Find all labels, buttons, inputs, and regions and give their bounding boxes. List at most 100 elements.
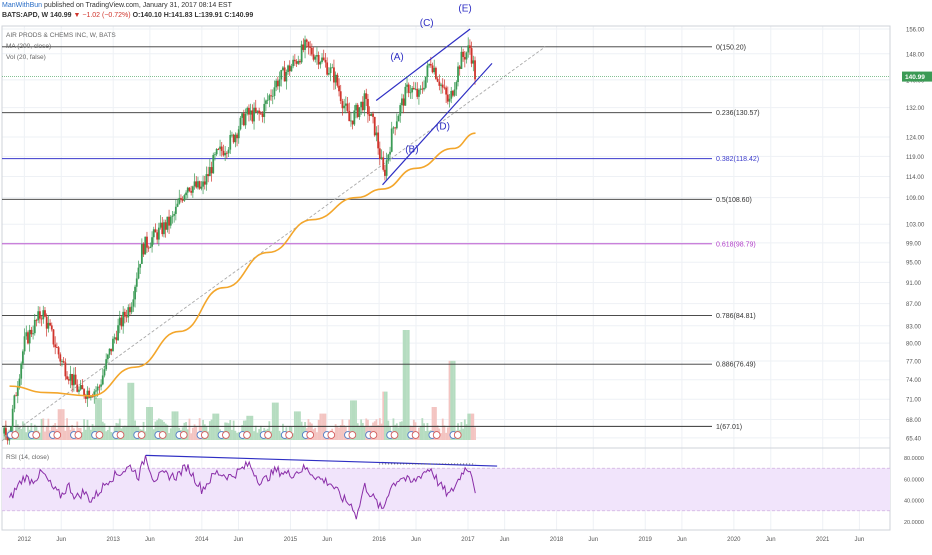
earnings-icon[interactable] — [200, 431, 209, 439]
candle — [74, 366, 77, 385]
volume-bar — [431, 407, 434, 440]
rsi-line[interactable] — [9, 455, 476, 520]
volume-bar — [341, 419, 344, 440]
volume-bar — [236, 432, 238, 440]
volume-bar — [149, 407, 152, 440]
volume-bar — [208, 421, 211, 440]
legend-ma[interactable]: MA (200, close) — [6, 43, 52, 50]
candle — [205, 166, 208, 191]
earnings-icon[interactable] — [285, 431, 293, 439]
candle — [266, 93, 269, 105]
candle — [469, 39, 471, 55]
candle — [113, 333, 116, 344]
candle — [327, 67, 330, 76]
candle — [253, 102, 255, 130]
earnings-icon[interactable] — [158, 431, 167, 439]
volume-bar — [232, 420, 235, 440]
time-axis: 2012 Jun 2013 Jun 2014 Jun 2015 Jun 2016 Jun 2017 J… — [18, 537, 865, 543]
earnings-icon[interactable] — [222, 431, 230, 439]
volume-bar — [460, 422, 463, 440]
candle — [271, 89, 274, 105]
volume-bar — [101, 421, 104, 440]
ma-line[interactable] — [9, 132, 476, 397]
event-markers — [6, 431, 462, 439]
earnings-icon[interactable] — [348, 431, 357, 439]
earnings-icon[interactable] — [453, 431, 462, 439]
volume-bar — [258, 429, 261, 440]
rsi-tick: 40.0000 — [904, 499, 924, 505]
candle — [197, 176, 199, 190]
volume-bar — [64, 430, 67, 440]
rsi-divergence-line[interactable] — [145, 454, 498, 467]
earnings-icon[interactable] — [32, 431, 41, 439]
legend-rsi[interactable]: RSI (14, close) — [6, 454, 49, 461]
earnings-icon[interactable] — [432, 431, 441, 439]
earnings-icon[interactable] — [243, 431, 251, 439]
volume-bar — [152, 429, 155, 440]
candle — [407, 82, 410, 98]
candle — [333, 59, 335, 90]
candle — [370, 113, 373, 117]
legend-volume[interactable]: Vol (20, false) — [6, 54, 46, 61]
earnings-icon[interactable] — [74, 431, 83, 439]
candle — [389, 146, 391, 162]
earnings-icon[interactable] — [95, 431, 104, 439]
fib-label: 0.5(108.60) — [716, 197, 752, 204]
volume-bar — [42, 418, 45, 440]
candle — [103, 365, 106, 378]
legend-title[interactable]: AIR PRODS & CHEMS INC, W, BATS — [6, 32, 116, 39]
trendline[interactable] — [1, 46, 546, 442]
earnings-icon[interactable] — [137, 431, 146, 439]
volume-bar — [292, 433, 295, 440]
price-tick: 132.00 — [906, 106, 925, 112]
candle — [225, 151, 228, 159]
candle — [474, 56, 476, 85]
earnings-icon[interactable] — [411, 431, 420, 439]
candle — [350, 112, 352, 127]
candle — [373, 116, 376, 137]
volume-bar — [84, 429, 87, 440]
volume-bar — [244, 420, 247, 440]
volume-bar — [103, 423, 106, 440]
candle — [42, 305, 45, 324]
channel-upper-line[interactable] — [375, 28, 471, 101]
volume-bar — [254, 425, 257, 440]
channel-lower-line[interactable] — [382, 62, 493, 186]
volume-bar — [62, 409, 65, 440]
candle — [222, 144, 225, 157]
candle — [421, 81, 424, 94]
volume-bar — [164, 423, 167, 440]
earnings-icon[interactable] — [264, 431, 272, 439]
candle — [339, 84, 342, 105]
candle — [282, 65, 284, 72]
candle — [203, 175, 206, 190]
volume-bar — [95, 398, 97, 440]
candle — [363, 90, 366, 117]
candle — [314, 54, 317, 63]
candle — [232, 133, 235, 144]
candle — [416, 82, 419, 100]
earnings-icon[interactable] — [179, 431, 188, 439]
candle — [146, 231, 148, 253]
volume-bar — [168, 433, 170, 440]
earnings-icon[interactable] — [116, 431, 125, 439]
candle — [4, 420, 7, 440]
candle — [69, 365, 72, 389]
candle — [149, 242, 152, 249]
earnings-icon[interactable] — [369, 431, 378, 439]
earnings-icon[interactable] — [11, 431, 19, 439]
earnings-icon[interactable] — [390, 431, 399, 439]
volume-bar — [25, 432, 28, 440]
author-link[interactable]: ManWithBun — [2, 2, 43, 9]
candle — [375, 126, 378, 142]
earnings-icon[interactable] — [327, 431, 336, 439]
candle — [443, 79, 446, 90]
candle — [358, 107, 361, 120]
volume-bar — [392, 418, 395, 440]
earnings-icon[interactable] — [306, 431, 315, 439]
earnings-icon[interactable] — [53, 431, 62, 439]
candle — [378, 141, 381, 166]
volume-bar — [67, 426, 70, 440]
